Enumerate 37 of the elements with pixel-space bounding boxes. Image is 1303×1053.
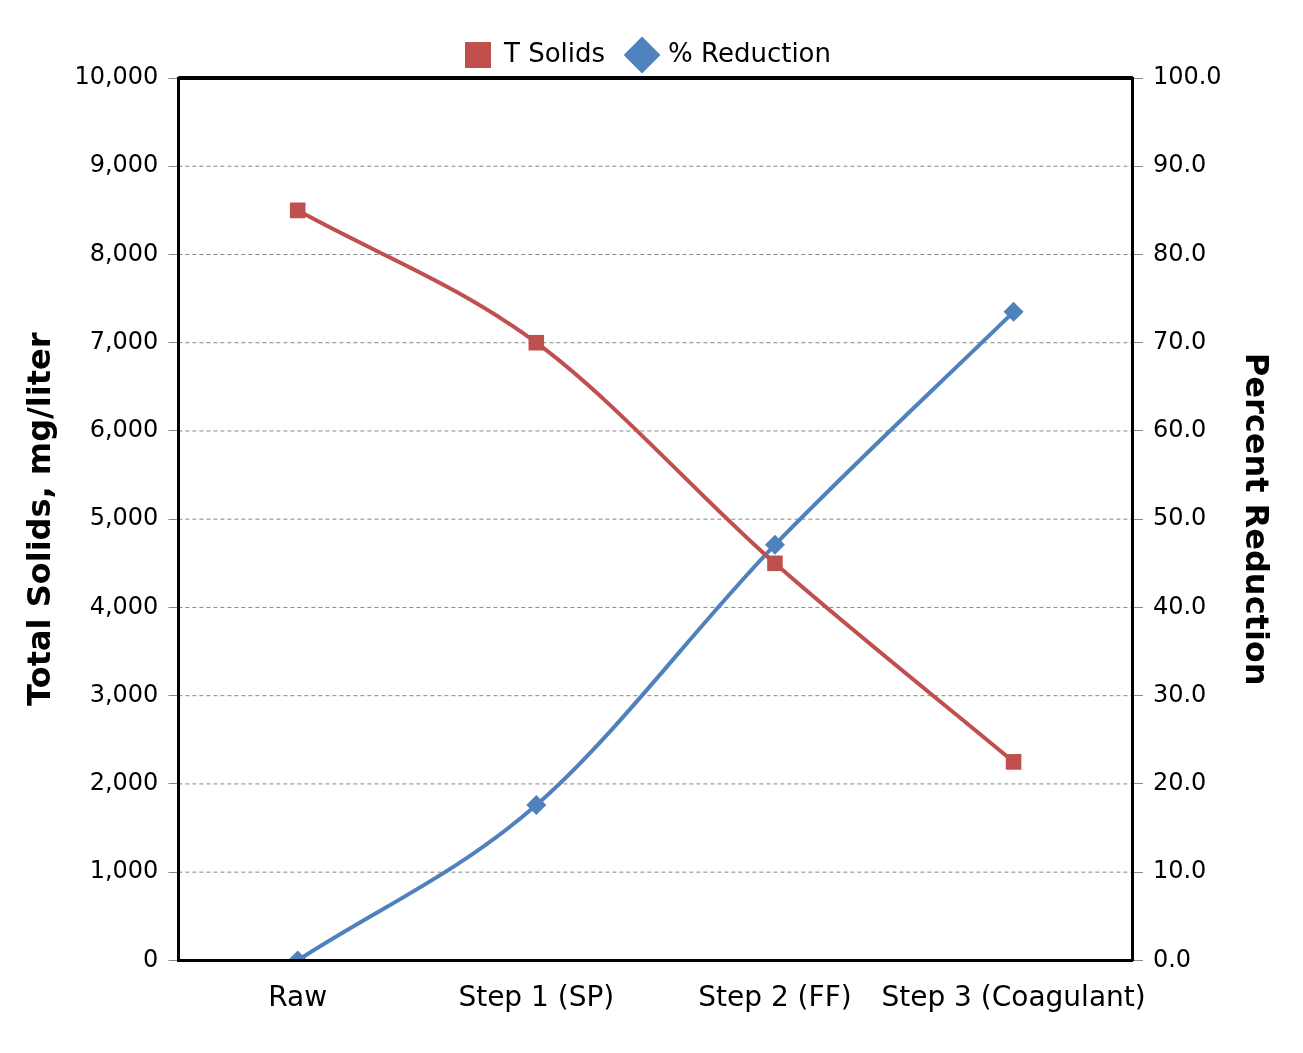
y2-tick-label: 0.0 xyxy=(1152,944,1192,973)
x-tick-label: Raw xyxy=(268,980,328,1014)
y2-tick-label: 30.0 xyxy=(1152,679,1207,708)
y2-tick-label: 60.0 xyxy=(1152,415,1207,444)
y-tick-label: 2,000 xyxy=(89,768,159,797)
point xyxy=(526,795,547,816)
x-tick-label: Step 3 (Coagulant) xyxy=(881,980,1146,1014)
y2-tick-label: 50.0 xyxy=(1152,503,1207,532)
x-tick-label: Step 1 (SP) xyxy=(458,980,615,1014)
point xyxy=(289,202,306,219)
y2-tick-label: 90.0 xyxy=(1152,150,1207,179)
y-tick-label: 1,000 xyxy=(89,856,159,885)
point xyxy=(1005,754,1022,770)
point xyxy=(764,534,785,555)
y2-tick-label: 80.0 xyxy=(1152,238,1207,267)
y-axis-title: Total Solids, mg/liter xyxy=(19,332,58,706)
y2-tick-label: 70.0 xyxy=(1152,326,1207,355)
point xyxy=(528,334,545,351)
y-tick-label: 3,000 xyxy=(89,679,159,708)
y2-tick-label: 100.0 xyxy=(1152,62,1222,91)
y-tick-label: 8,000 xyxy=(89,238,159,267)
y-tick-label: 6,000 xyxy=(89,415,159,444)
y-tick-label: 5,000 xyxy=(89,503,159,532)
point xyxy=(1003,301,1024,322)
y2-tick-label: 40.0 xyxy=(1152,591,1207,620)
legend-label: % Reduction xyxy=(668,37,832,68)
y2-tick-label: 20.0 xyxy=(1152,768,1207,797)
y-tick-label: 9,000 xyxy=(89,150,159,179)
y2-axis-title: Percent Reduction xyxy=(1238,352,1277,686)
x-tick-label: Step 2 (FF) xyxy=(698,980,852,1014)
y-tick-label: 10,000 xyxy=(74,62,159,91)
point xyxy=(767,555,783,572)
legend-label: T Solids xyxy=(503,37,606,68)
y-tick-label: 0 xyxy=(143,944,159,973)
y2-tick-label: 10.0 xyxy=(1152,856,1207,885)
y-tick-label: 7,000 xyxy=(89,326,159,355)
y-tick-label: 4,000 xyxy=(89,591,159,620)
